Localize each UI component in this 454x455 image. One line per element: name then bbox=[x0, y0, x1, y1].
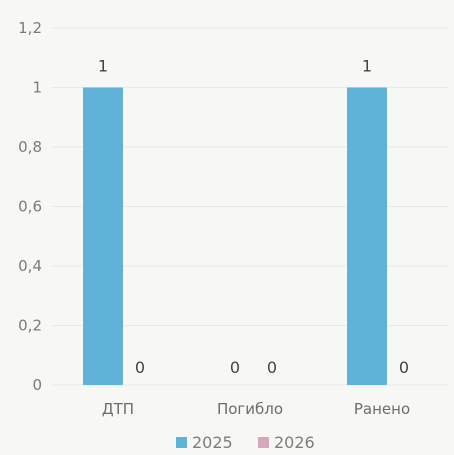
x-category-label: ДТП bbox=[102, 400, 134, 418]
data-label: 1 bbox=[362, 57, 372, 76]
y-tick-label: 0 bbox=[32, 376, 42, 394]
y-tick-label: 0,2 bbox=[18, 317, 42, 335]
y-tick-label: 0,6 bbox=[18, 198, 42, 216]
legend-label-2026: 2026 bbox=[274, 433, 315, 452]
legend-swatch-2025 bbox=[176, 437, 187, 448]
y-tick-label: 1 bbox=[32, 79, 42, 97]
y-tick-label: 0,4 bbox=[18, 257, 42, 275]
x-category-label: Ранено bbox=[354, 400, 410, 418]
data-label: 1 bbox=[98, 57, 108, 76]
bar-2025-2 bbox=[347, 87, 387, 385]
y-tick-label: 0,8 bbox=[18, 138, 42, 156]
legend-swatch-2026 bbox=[258, 437, 269, 448]
legend-label-2025: 2025 bbox=[192, 433, 233, 452]
y-tick-label: 1,2 bbox=[18, 19, 42, 37]
data-label: 0 bbox=[230, 358, 240, 377]
bar-2025-0 bbox=[83, 87, 123, 385]
data-label: 0 bbox=[267, 358, 277, 377]
x-category-label: Погибло bbox=[217, 400, 283, 418]
data-label: 0 bbox=[399, 358, 409, 377]
data-label: 0 bbox=[135, 358, 145, 377]
